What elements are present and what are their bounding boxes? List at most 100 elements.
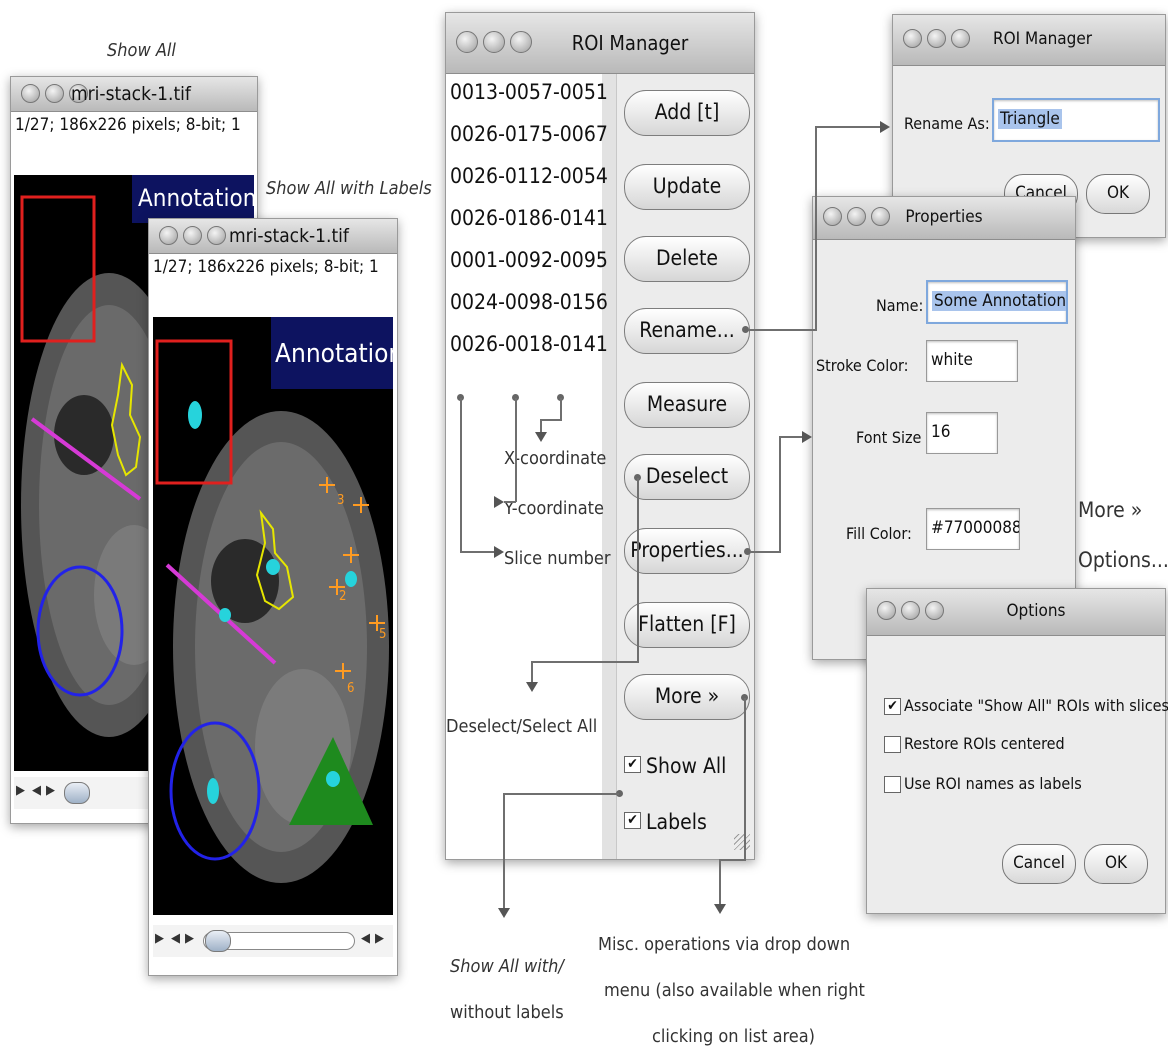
rename-dialog-titlebar[interactable]: ROI Manager (893, 15, 1165, 66)
connector-line (779, 436, 781, 553)
slice-slider-thumb[interactable] (205, 930, 231, 952)
connector-dot (744, 548, 751, 555)
labels-label: Labels (646, 810, 707, 834)
roi-list-item[interactable]: 0026-0018-0141 (450, 332, 608, 356)
step-back-icon[interactable]: ◀ (32, 783, 41, 798)
options-dialog-title: Options (1006, 601, 1066, 621)
options-dialog-titlebar[interactable]: Options (867, 589, 1165, 636)
cancel-button[interactable]: Cancel (1002, 844, 1076, 884)
image-canvas-2[interactable]: Annotation 3 2 5 6 (153, 317, 393, 915)
roi-manager-titlebar[interactable]: ROI Manager (446, 13, 754, 74)
ok-button[interactable]: OK (1084, 844, 1148, 884)
caption-misc-line3: clicking on list area) (652, 1026, 816, 1047)
close-icon[interactable] (877, 601, 896, 620)
play-icon[interactable]: ▶ (155, 931, 164, 946)
zoom-icon[interactable] (951, 29, 970, 48)
roi-rectangle (155, 339, 233, 485)
step-back-icon[interactable]: ◀ (171, 931, 180, 946)
caption-slice-number: Slice number (504, 548, 611, 569)
caption-options: Options... (1078, 548, 1168, 572)
image-window-1-titlebar[interactable]: mri-stack-1.tif (11, 77, 257, 112)
step-forward-icon[interactable]: ▶ (46, 783, 55, 798)
roi-list-item[interactable]: 0001-0092-0095 (450, 248, 608, 272)
caption-show-all-labels: Show All with Labels (266, 178, 432, 199)
ok-button[interactable]: OK (1086, 174, 1150, 214)
minimize-icon[interactable] (45, 84, 64, 103)
slice-slider-thumb[interactable] (64, 782, 90, 804)
flatten-button[interactable]: Flatten [F] (624, 602, 750, 648)
measure-button[interactable]: Measure (624, 382, 750, 428)
connector-dot (512, 394, 519, 401)
deselect-button[interactable]: Deselect (624, 454, 750, 500)
zoom-icon[interactable] (207, 226, 226, 245)
image-window-2-titlebar[interactable]: mri-stack-1.tif (149, 219, 397, 254)
zoom-icon[interactable] (510, 31, 532, 53)
minimize-icon[interactable] (183, 226, 202, 245)
rename-button[interactable]: Rename... (624, 308, 750, 354)
play-icon[interactable]: ▶ (16, 783, 25, 798)
step-back-icon[interactable]: ◀ (361, 931, 370, 946)
fill-color-field[interactable]: #77000088 (926, 508, 1020, 550)
step-forward-icon[interactable]: ▶ (375, 931, 384, 946)
minimize-icon[interactable] (901, 601, 920, 620)
use-names-label: Use ROI names as labels (904, 774, 1082, 793)
font-size-label: Font Size (856, 428, 922, 447)
add-button[interactable]: Add [t] (624, 90, 750, 136)
rename-as-label: Rename As: (904, 114, 990, 133)
minimize-icon[interactable] (847, 207, 866, 226)
stroke-color-field[interactable]: white (926, 340, 1018, 382)
name-label: Name: (876, 296, 924, 315)
close-icon[interactable] (456, 31, 478, 53)
connector-line (540, 419, 562, 421)
roi-polygon (110, 361, 142, 477)
annotation-text-roi: Annotation (132, 175, 254, 223)
step-forward-icon[interactable]: ▶ (185, 931, 194, 946)
name-field[interactable]: Some Annotation (926, 280, 1068, 324)
more-button[interactable]: More » (624, 674, 750, 720)
close-icon[interactable] (903, 29, 922, 48)
image-window-1-title: mri-stack-1.tif (71, 83, 191, 105)
delete-button[interactable]: Delete (624, 236, 750, 282)
connector-line (515, 398, 517, 502)
close-icon[interactable] (21, 84, 40, 103)
minimize-icon[interactable] (483, 31, 505, 53)
labels-checkbox[interactable]: ✔ (624, 812, 641, 829)
zoom-icon[interactable] (69, 84, 88, 103)
roi-list-item[interactable]: 0024-0098-0156 (450, 290, 608, 314)
roi-list-item[interactable]: 0026-0175-0067 (450, 122, 608, 146)
font-size-field[interactable]: 16 (926, 412, 998, 454)
restore-centered-checkbox[interactable] (884, 736, 901, 753)
rename-dialog-title: ROI Manager (993, 29, 1093, 49)
connector-dot (616, 790, 623, 797)
arrow-right-icon (494, 546, 504, 558)
zoom-icon[interactable] (871, 207, 890, 226)
associate-checkbox[interactable]: ✔ (884, 698, 901, 715)
arrow-down-icon (714, 904, 726, 914)
connector-line (540, 419, 542, 433)
roi-list[interactable] (446, 74, 603, 859)
point-rois (319, 477, 385, 679)
properties-button[interactable]: Properties... (624, 528, 750, 574)
roi-list-item[interactable]: 0026-0112-0054 (450, 164, 608, 188)
properties-dialog-titlebar[interactable]: Properties (813, 197, 1075, 240)
connector-line (815, 126, 817, 331)
resize-grip-icon[interactable] (734, 834, 750, 850)
slice-scrollbar-2[interactable]: ▶ ◀ ▶ ◀ ▶ (153, 925, 393, 957)
caption-y-coordinate: Y-coordinate (504, 498, 604, 519)
update-button[interactable]: Update (624, 164, 750, 210)
zoom-icon[interactable] (925, 601, 944, 620)
roi-labels (188, 401, 357, 804)
show-all-checkbox[interactable]: ✔ (624, 756, 641, 773)
roi-list-item[interactable]: 0026-0186-0141 (450, 206, 608, 230)
roi-list-item[interactable]: 0013-0057-0051 (450, 80, 608, 104)
close-icon[interactable] (823, 207, 842, 226)
use-names-checkbox[interactable] (884, 776, 901, 793)
close-icon[interactable] (159, 226, 178, 245)
minimize-icon[interactable] (927, 29, 946, 48)
connector-line (560, 398, 562, 420)
connector-line (504, 501, 516, 503)
slice-slider-track[interactable] (203, 932, 355, 950)
associate-label: Associate "Show All" ROIs with slices (904, 696, 1168, 715)
arrow-down-icon (526, 682, 538, 692)
rename-field[interactable]: Triangle (992, 98, 1160, 142)
